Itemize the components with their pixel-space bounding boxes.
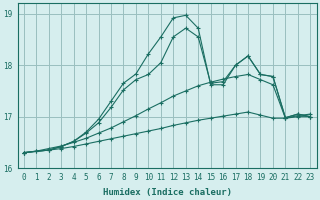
X-axis label: Humidex (Indice chaleur): Humidex (Indice chaleur) bbox=[102, 188, 232, 197]
